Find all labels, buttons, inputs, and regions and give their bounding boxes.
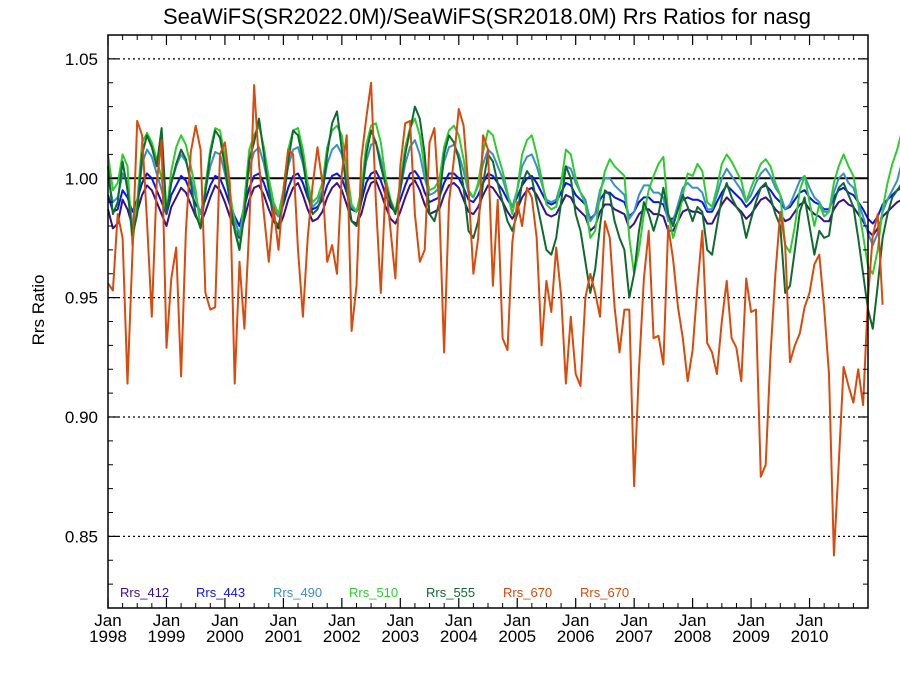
x-tick-label-year: 1999 <box>148 627 186 646</box>
legend-entry: Rrs_670 <box>580 585 629 600</box>
x-tick-label-month: Jan <box>328 611 355 630</box>
x-tick-label-month: Jan <box>445 611 472 630</box>
legend: Rrs_412 Rrs_443 Rrs_490 Rrs_510 Rrs_555 Rrs_6… <box>120 585 629 600</box>
x-tick-label-year: 2008 <box>674 627 712 646</box>
legend-entry: Rrs_490 <box>273 585 322 600</box>
chart-title: SeaWiFS(SR2022.0M)/SeaWiFS(SR2018.0M) Rr… <box>163 4 811 29</box>
y-tick-label: 0.90 <box>65 408 98 427</box>
y-tick-label: 0.95 <box>65 289 98 308</box>
legend-entry: Rrs_555 <box>426 585 475 600</box>
x-tick-label-month: Jan <box>796 611 823 630</box>
x-tick-label-month: Jan <box>270 611 297 630</box>
y-axis-ticks: 0.85 0.90 0.95 1.00 1.05 <box>65 50 868 585</box>
x-axis-ticks: Jan1998Jan1999Jan2000Jan2001Jan2002Jan20… <box>89 35 854 646</box>
x-tick-label-year: 2000 <box>206 627 244 646</box>
x-tick-label-month: Jan <box>94 611 121 630</box>
x-tick-label-year: 2003 <box>381 627 419 646</box>
x-tick-label-month: Jan <box>737 611 764 630</box>
y-tick-label: 0.85 <box>65 527 98 546</box>
y-tick-label: 1.05 <box>65 50 98 69</box>
y-axis-label: Rrs Ratio <box>29 275 48 346</box>
x-tick-label-year: 2002 <box>323 627 361 646</box>
legend-entry: Rrs_670 <box>503 585 552 600</box>
x-tick-label-month: Jan <box>504 611 531 630</box>
series-line-rrs_555 <box>107 105 900 330</box>
x-tick-label-month: Jan <box>153 611 180 630</box>
x-tick-label-year: 2001 <box>264 627 302 646</box>
y-tick-label: 1.00 <box>65 169 98 188</box>
plot-frame <box>107 34 869 609</box>
series-lines <box>107 81 900 557</box>
x-tick-label-year: 2009 <box>732 627 770 646</box>
x-tick-label-year: 2006 <box>557 627 595 646</box>
legend-entry: Rrs_412 <box>120 585 169 600</box>
x-tick-label-year: 2004 <box>440 627 478 646</box>
legend-entry: Rrs_443 <box>196 585 245 600</box>
x-tick-label-month: Jan <box>620 611 647 630</box>
series-line-rrs_670 <box>107 81 884 557</box>
x-tick-label-month: Jan <box>211 611 238 630</box>
legend-entry: Rrs_510 <box>349 585 398 600</box>
x-tick-label-year: 1998 <box>89 627 127 646</box>
x-tick-label-year: 2005 <box>498 627 536 646</box>
x-tick-label-month: Jan <box>679 611 706 630</box>
x-tick-label-year: 2010 <box>791 627 829 646</box>
x-tick-label-year: 2007 <box>615 627 653 646</box>
x-tick-label-month: Jan <box>387 611 414 630</box>
x-tick-label-month: Jan <box>562 611 589 630</box>
